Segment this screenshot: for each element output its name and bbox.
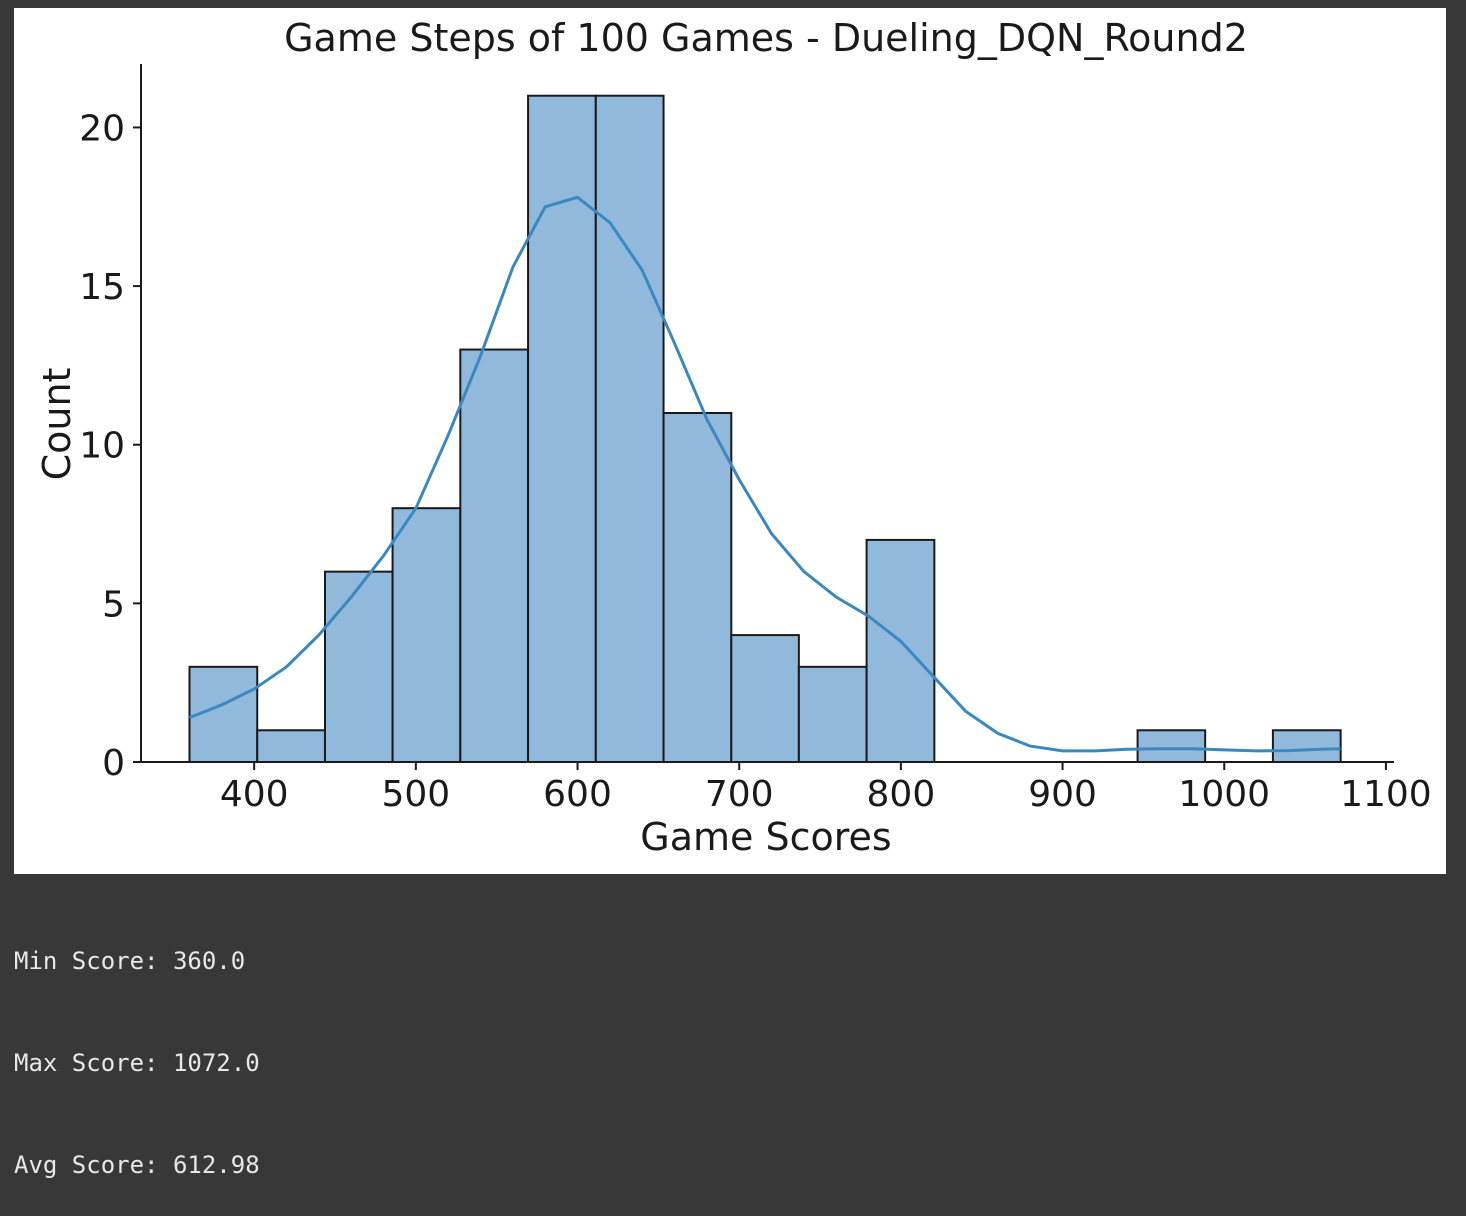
- cell-output: Min Score: 360.0 Max Score: 1072.0 Avg S…: [14, 876, 260, 1216]
- histogram-bar: [391, 507, 462, 763]
- histogram-bar: [865, 538, 936, 764]
- kde-curve: [188, 195, 1341, 753]
- histogram-bar: [1136, 729, 1207, 763]
- histogram-bar: [730, 634, 800, 763]
- x-axis-ticks: 400 500 600 700 800 900 1000 1100: [220, 762, 1432, 815]
- x-tick-label: 600: [543, 774, 612, 815]
- y-axis-ticks: 0 5 10 15 20: [79, 108, 141, 784]
- histogram-bars: [188, 94, 1342, 764]
- y-axis-label: Count: [35, 368, 79, 481]
- histogram-bar: [256, 729, 326, 763]
- x-tick-label: 500: [381, 774, 450, 815]
- histogram-chart: Game Steps of 100 Games - Dueling_DQN_Ro…: [35, 16, 1432, 859]
- x-tick-label: 1100: [1340, 774, 1432, 815]
- y-tick-label: 0: [102, 743, 125, 784]
- x-axis-label: Game Scores: [640, 815, 891, 859]
- avg-score-text: Avg Score: 612.98: [14, 1151, 260, 1179]
- x-tick-label: 700: [705, 774, 774, 815]
- min-score-text: Min Score: 360.0: [14, 947, 246, 975]
- x-tick-label: 900: [1028, 774, 1097, 815]
- histogram-bar: [1271, 729, 1342, 763]
- y-tick-label: 15: [79, 267, 125, 308]
- histogram-bar: [662, 412, 733, 763]
- x-tick-label: 1000: [1178, 774, 1270, 815]
- chart-figure: Game Steps of 100 Games - Dueling_DQN_Ro…: [14, 8, 1446, 874]
- y-tick-label: 5: [102, 584, 125, 625]
- max-score-text: Max Score: 1072.0: [14, 1049, 260, 1077]
- x-tick-label: 400: [220, 774, 289, 815]
- axes: [140, 64, 1394, 763]
- chart-title: Game Steps of 100 Games - Dueling_DQN_Ro…: [284, 16, 1248, 60]
- histogram-bar: [797, 665, 868, 763]
- histogram-bar: [459, 348, 530, 763]
- histogram-bar: [594, 94, 665, 763]
- histogram-bar: [323, 570, 394, 763]
- y-tick-label: 10: [79, 426, 125, 467]
- x-tick-label: 800: [867, 774, 936, 815]
- histogram-bar: [527, 94, 597, 763]
- y-tick-label: 20: [79, 108, 125, 149]
